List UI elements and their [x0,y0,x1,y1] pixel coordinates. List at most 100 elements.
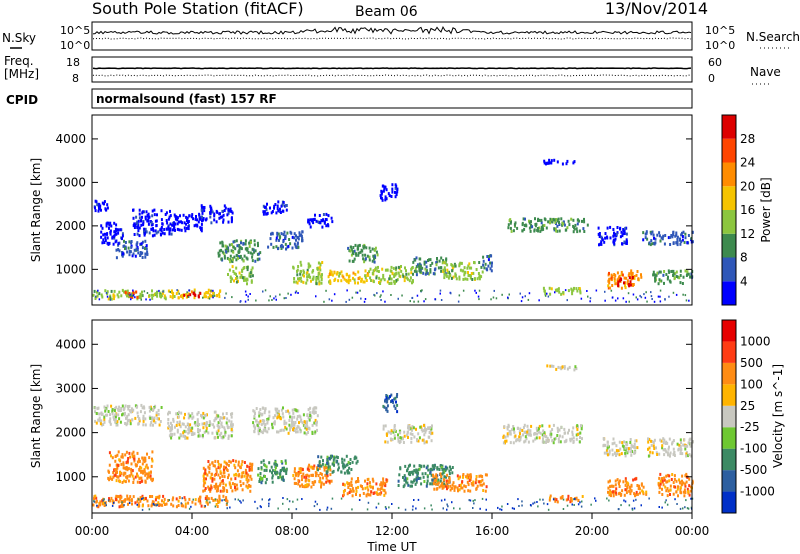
echo-cell [309,414,312,417]
power-ylabel: Slant Range [km] [29,158,43,262]
echo-cell [571,292,574,296]
echo-cell [549,494,552,498]
echo-cell [293,470,296,474]
echo-cell [294,472,297,476]
echo-cell [258,478,261,481]
echo-cell [132,408,135,412]
echo-cell [543,159,546,163]
echo-cell [629,492,632,496]
echo-cell [103,420,106,424]
echo-cell [490,264,493,268]
echo-cell [129,455,132,459]
echo-cell [679,481,682,485]
echo-cell [131,452,134,456]
echo-cell [427,427,430,430]
echo-cell [368,258,371,262]
echo-cell [151,502,154,506]
echo-cell [625,443,628,447]
echo-cell [121,288,124,292]
echo-cell [326,508,328,511]
echo-cell [481,497,484,500]
echo-cell [168,215,171,219]
echo-cell [132,292,135,295]
echo-cell [115,498,117,501]
echo-cell [119,473,122,477]
echo-cell [164,213,167,216]
echo-cell [667,453,669,457]
echo-cell [269,469,271,473]
echo-cell [404,508,407,511]
echo-cell [503,425,506,429]
echo-cell [477,295,480,298]
echo-cell [513,223,516,227]
echo-cell [413,269,416,273]
echo-cell [567,289,570,293]
echo-cell [188,507,191,510]
echo-cell [412,272,414,276]
echo-cell [618,453,621,457]
echo-cell [93,500,96,503]
echo-cell [664,485,667,489]
echo-cell [126,475,129,478]
echo-cell [562,291,565,295]
echo-cell [415,265,418,269]
echo-cell [630,443,633,447]
echo-cell [196,412,199,416]
echo-cell [140,219,142,223]
echo-cell [187,220,190,223]
echo-cell [114,468,117,471]
echo-cell [428,435,431,439]
echo-cell [397,436,400,440]
echo-cell [685,499,687,502]
echo-cell [176,222,179,226]
echo-cell [193,224,196,228]
echo-cell [506,434,509,438]
echo-cell [408,279,411,283]
echo-cell [117,413,120,417]
echo-cell [225,292,227,295]
echo-cell [397,297,399,300]
echo-cell [300,263,303,267]
echo-cell [407,424,410,428]
echo-cell [306,278,309,282]
echo-cell [326,474,329,478]
echo-cell [674,485,677,489]
echo-cell [123,499,126,503]
echo-cell [513,507,515,510]
echo-cell [227,211,230,215]
echo-cell [284,469,287,473]
echo-cell [478,274,481,278]
echo-cell [509,218,512,222]
echo-cell [117,464,119,468]
echo-cell [303,431,306,435]
echo-cell [162,290,164,293]
echo-cell [372,269,375,273]
echo-cell [526,424,529,428]
echo-cell [114,454,117,458]
echo-cell [304,483,307,487]
echo-cell [254,412,256,415]
echo-cell [640,482,643,486]
colorbar-segment [722,233,736,258]
echo-cell [315,282,318,286]
echo-cell [576,424,579,428]
echo-cell [543,289,546,293]
echo-cell [219,433,221,437]
echo-cell [188,214,191,218]
echo-cell [126,419,129,423]
echo-cell [463,484,466,488]
echo-cell [625,232,628,236]
echo-cell [180,434,182,438]
echo-cell [342,275,345,279]
echo-cell [678,443,681,447]
echo-cell [368,270,371,274]
echo-cell [367,501,370,504]
echo-cell [367,273,370,277]
echo-cell [439,479,442,483]
echo-cell [638,487,641,491]
echo-cell [301,485,304,488]
echo-cell [169,426,172,430]
echo-cell [340,497,343,500]
echo-cell [678,276,681,280]
echo-cell [355,253,358,257]
